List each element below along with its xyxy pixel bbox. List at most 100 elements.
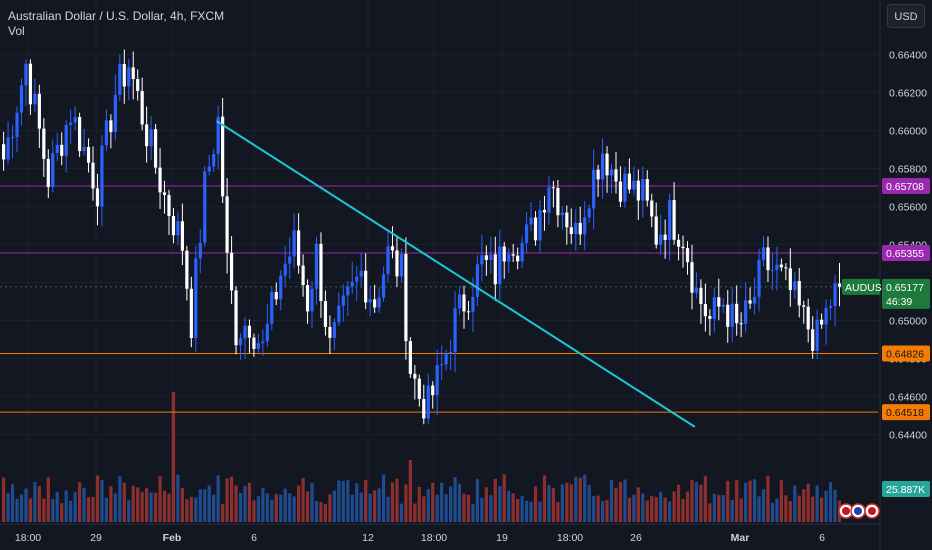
- volume-bar: [609, 479, 614, 522]
- volume-bar: [726, 480, 730, 522]
- candle-body: [283, 263, 287, 276]
- volume-bar: [551, 488, 556, 522]
- volume-bar: [390, 482, 395, 522]
- volume-bar: [364, 480, 368, 522]
- volume-bars: [2, 392, 842, 522]
- economic-event-icon: [838, 503, 854, 519]
- time-tick-label: 18:00: [557, 532, 583, 544]
- volume-bar: [404, 484, 408, 522]
- candle-body: [556, 187, 560, 216]
- candle-body: [694, 287, 699, 293]
- volume-bar: [663, 497, 667, 522]
- volume-bar: [645, 500, 649, 522]
- volume-bar: [221, 503, 225, 522]
- volume-bar: [386, 496, 390, 522]
- volume-bar: [524, 500, 529, 522]
- volume-bar: [529, 501, 533, 522]
- volume-bar: [828, 482, 833, 522]
- candle-body: [234, 290, 238, 346]
- volume-bar: [243, 486, 247, 522]
- volume-bar: [176, 474, 180, 522]
- volume-bar: [265, 493, 269, 522]
- time-tick-label: 26: [630, 532, 642, 544]
- volume-bar: [614, 487, 618, 522]
- candle-body: [592, 169, 596, 209]
- candle-body: [708, 316, 712, 319]
- candle-body: [408, 341, 412, 374]
- candle-body: [122, 63, 126, 87]
- candle-body: [507, 254, 511, 262]
- volume-bar: [498, 486, 502, 522]
- candle-body: [341, 295, 345, 306]
- price-badges: 0.65708 0.65355 0.64826 0.64518 AUDUSD0.6517…: [842, 177, 930, 497]
- volume-bar: [109, 486, 113, 522]
- volume-bar: [359, 492, 363, 522]
- candle-body: [73, 116, 77, 123]
- candle-body: [489, 254, 493, 260]
- candle-body: [811, 329, 815, 351]
- volume-bar: [632, 494, 636, 522]
- candle-body: [654, 216, 658, 245]
- volume-bar: [565, 482, 569, 522]
- volume-bar: [556, 502, 560, 522]
- candle-body: [131, 67, 135, 79]
- volume-bar: [77, 482, 82, 522]
- volume-bar: [381, 474, 386, 522]
- volume-bar: [569, 484, 573, 522]
- economic-event-icons[interactable]: [838, 503, 880, 519]
- volume-bar: [520, 495, 524, 522]
- candle-body: [833, 283, 837, 307]
- price-tick-label: 0.66200: [889, 88, 927, 100]
- level-price-label: 0.65355: [886, 248, 924, 260]
- candle-body: [462, 294, 466, 312]
- time-tick-label: 29: [90, 532, 102, 544]
- volume-bar: [511, 493, 515, 522]
- candle-body: [761, 247, 766, 260]
- candle-body: [641, 179, 645, 201]
- volume-bar: [811, 496, 815, 522]
- price-tick-label: 0.66000: [889, 126, 927, 138]
- volume-bar: [368, 493, 372, 522]
- volume-bar: [744, 482, 748, 522]
- price-tick-label: 0.65800: [889, 164, 927, 176]
- volume-bar: [314, 500, 319, 522]
- candle-body: [480, 255, 484, 265]
- volume-bar: [118, 476, 122, 522]
- volume-bar: [288, 493, 292, 522]
- time-axis[interactable]: 18:00 29 Feb 6 12 18:00 19 18:00 26 Mar 6: [15, 532, 825, 544]
- candle-body: [176, 221, 180, 236]
- candle-body: [274, 291, 278, 300]
- price-tick-label: 0.64400: [889, 430, 927, 442]
- candle-body: [551, 187, 556, 189]
- candle-body: [533, 217, 538, 241]
- candle-body: [815, 319, 819, 351]
- candle-body: [502, 246, 506, 262]
- candle-body: [162, 192, 167, 196]
- time-tick-label: 6: [819, 532, 825, 544]
- candle-body: [681, 246, 685, 249]
- volume-bar: [140, 492, 144, 522]
- price-tick-label: 0.64600: [889, 392, 927, 404]
- volume-bar: [234, 485, 238, 522]
- volume-bar: [752, 479, 757, 522]
- volume-bar: [761, 489, 766, 522]
- volume-bar: [583, 474, 587, 522]
- volume-bar: [784, 495, 788, 522]
- candle-body: [766, 247, 770, 271]
- volume-bar: [730, 499, 734, 522]
- flag-icon-center: [842, 507, 850, 515]
- volume-bar: [413, 503, 417, 522]
- candle-body: [261, 341, 265, 344]
- economic-event-icon: [850, 503, 866, 519]
- candle-body: [212, 154, 216, 167]
- candle-body: [319, 243, 323, 302]
- currency-button[interactable]: USD: [887, 4, 925, 28]
- price-tick-label: 0.66400: [889, 50, 927, 62]
- volume-bar: [560, 484, 564, 522]
- volume-bar: [270, 499, 274, 522]
- volume-bar: [305, 491, 310, 522]
- candle-body: [659, 234, 663, 245]
- candle-body: [837, 283, 842, 287]
- volume-bar: [618, 482, 623, 522]
